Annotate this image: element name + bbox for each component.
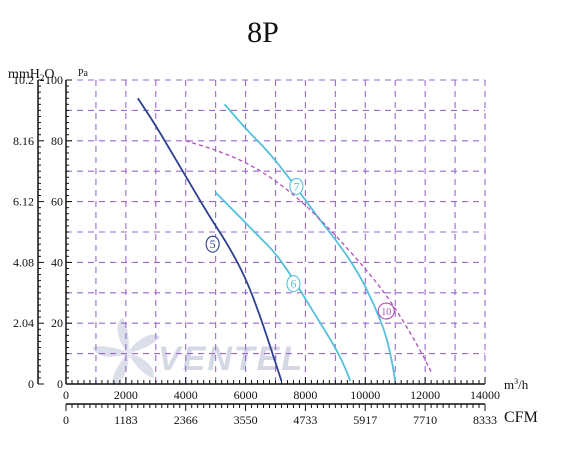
m3h-tick-label: 4000 xyxy=(174,388,198,402)
cfm-tick-label: 2366 xyxy=(174,413,198,427)
m3h-tick-label: 6000 xyxy=(234,388,258,402)
cfm-tick-label: 1183 xyxy=(114,413,138,427)
x-axis-unit-cfm: CFM xyxy=(504,409,538,426)
curve-label-circle-7 xyxy=(289,177,304,195)
mmh2o-tick-label: 4.08 xyxy=(13,255,34,269)
y-axis-unit-pa: Pa xyxy=(78,68,89,79)
cfm-tick-label: 0 xyxy=(63,413,69,427)
m3h-tick-label: 8000 xyxy=(293,388,317,402)
cfm-tick-label: 7710 xyxy=(413,413,437,427)
watermark-blade xyxy=(128,334,160,353)
curve-label-5: 5 xyxy=(210,237,216,251)
pa-tick-label: 80 xyxy=(51,134,63,148)
mmh2o-tick-label: 6.12 xyxy=(13,195,34,209)
curve-10 xyxy=(185,140,432,373)
cfm-tick-label: 4733 xyxy=(293,413,317,427)
pa-tick-label: 20 xyxy=(51,316,63,330)
curve-label-circle-10 xyxy=(377,302,395,320)
pa-tick-label: 0 xyxy=(57,377,63,391)
chart-axes xyxy=(37,79,486,411)
mmh2o-tick-label: 0 xyxy=(28,377,34,391)
curve-label-circle-5 xyxy=(205,235,220,253)
pa-tick-label: 100 xyxy=(45,73,63,87)
chart-curves: 5 6 7 10 xyxy=(137,97,432,382)
m3h-tick-label: 10000 xyxy=(350,388,380,402)
mmh2o-tick-label: 2.04 xyxy=(13,316,34,330)
curve-7 xyxy=(223,103,397,382)
cfm-tick-label: 8333 xyxy=(473,413,497,427)
curve-label-circle-6 xyxy=(286,275,301,293)
m3h-tick-label: 2000 xyxy=(114,388,138,402)
chart-title: 8P xyxy=(247,16,279,49)
pa-tick-label: 40 xyxy=(51,255,63,269)
cfm-tick-label: 5917 xyxy=(353,413,377,427)
mmh2o-tick-label: 10.2 xyxy=(13,73,34,87)
curve-label-7: 7 xyxy=(293,179,299,193)
watermark-hub xyxy=(123,348,133,358)
m3h-tick-label: 0 xyxy=(63,388,69,402)
chart-grid xyxy=(66,79,486,384)
watermark-blade xyxy=(111,353,129,385)
curve-6 xyxy=(215,191,352,382)
x-axis-unit-m3h: m3/h xyxy=(504,377,529,392)
m3h-tick-label: 14000 xyxy=(470,388,500,402)
mmh2o-tick-label: 8.16 xyxy=(13,134,34,148)
watermark-wordmark: VENTEL xyxy=(158,340,304,378)
curve-label-6: 6 xyxy=(290,277,296,291)
m3h-tick-label: 12000 xyxy=(410,388,440,402)
y-axis-unit-mmh2o: mmH2O xyxy=(8,67,55,83)
watermark-blade xyxy=(128,353,154,379)
curve-5 xyxy=(137,97,283,382)
pa-tick-label: 60 xyxy=(51,195,63,209)
cfm-tick-label: 3550 xyxy=(234,413,258,427)
curve-label-10: 10 xyxy=(381,307,391,318)
